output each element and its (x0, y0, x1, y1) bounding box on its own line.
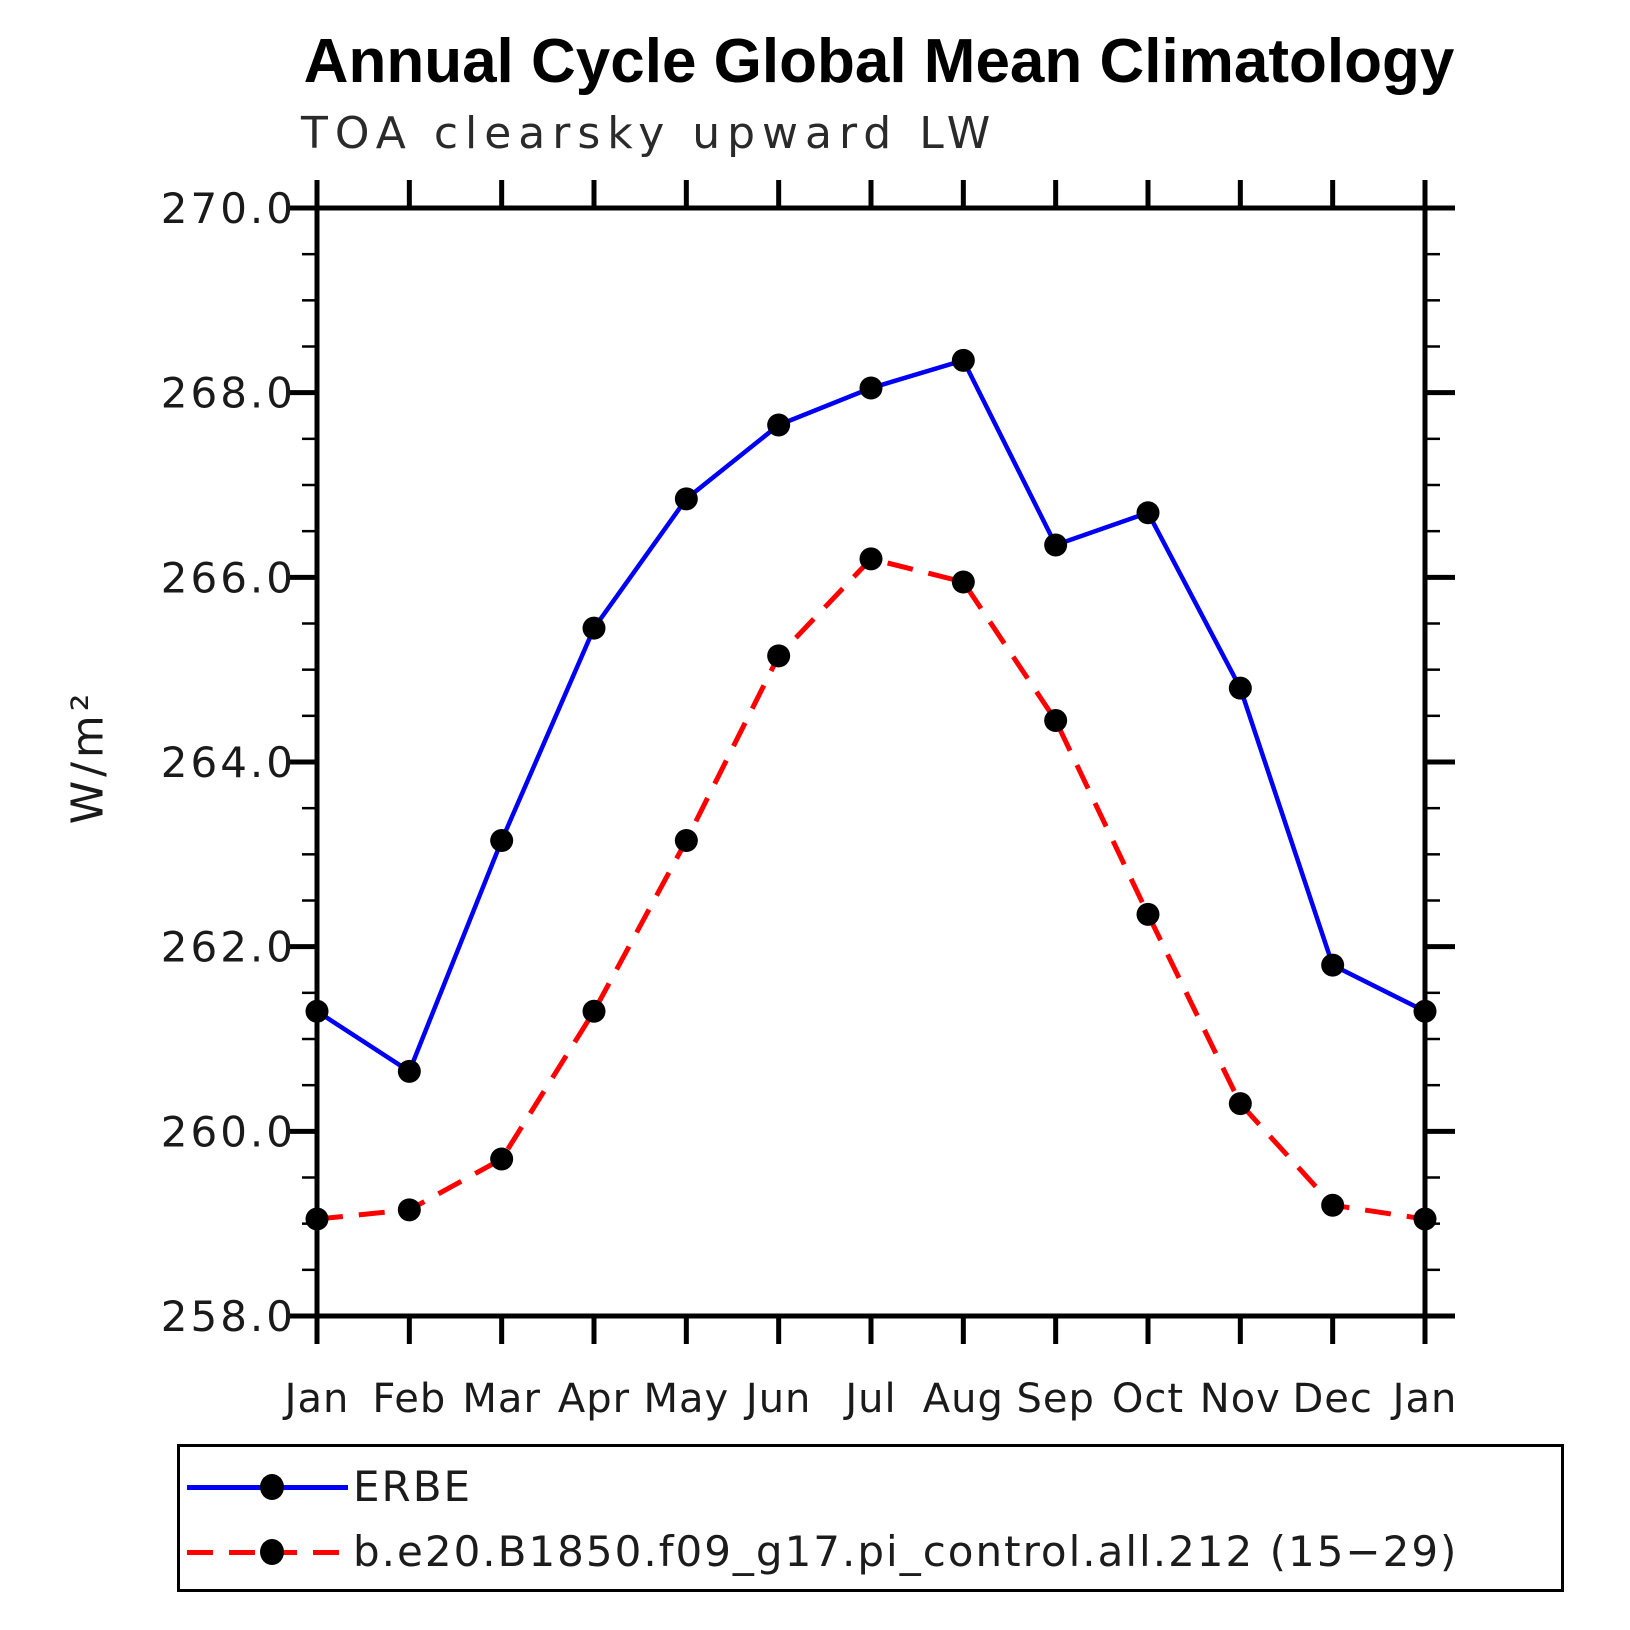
y-tick-label: 268.0 (161, 369, 296, 418)
x-tick-label: May (643, 1376, 729, 1422)
chart-title: Annual Cycle Global Mean Climatology (303, 27, 1455, 96)
model-marker (1228, 1092, 1252, 1116)
erbe-marker (859, 376, 883, 400)
model-marker (1413, 1207, 1437, 1231)
x-tick-label: Oct (1112, 1376, 1184, 1422)
legend-box: ERBE b.e20.B1850.f09_g17.pi_control.all.… (177, 1444, 1564, 1592)
erbe-marker (1228, 676, 1252, 700)
y-tick-label: 260.0 (161, 1107, 296, 1156)
erbe-marker (305, 999, 329, 1023)
y-tick-label: 266.0 (161, 553, 296, 602)
x-tick-label: Apr (558, 1376, 630, 1422)
x-tick-label: Mar (462, 1376, 540, 1422)
erbe-marker (674, 487, 698, 511)
legend-dot-model-icon (260, 1539, 284, 1565)
erbe-marker (1321, 953, 1345, 977)
model-marker (1321, 1193, 1345, 1217)
plot-frame (314, 205, 1428, 1319)
erbe-marker (1413, 999, 1437, 1023)
erbe-marker (1044, 533, 1068, 557)
model-marker (305, 1207, 329, 1231)
x-tick-label: Dec (1292, 1376, 1372, 1422)
model-marker (397, 1198, 421, 1222)
erbe-marker (767, 413, 791, 437)
model-marker (674, 828, 698, 852)
erbe-marker (1136, 501, 1160, 525)
legend-label-model: b.e20.B1850.f09_g17.pi_control.all.212 (… (353, 1527, 1459, 1576)
model-marker (951, 570, 975, 594)
model-marker (1044, 708, 1068, 732)
model-marker (767, 644, 791, 668)
erbe-marker (397, 1059, 421, 1083)
model-marker (1136, 902, 1160, 926)
y-tick-label: 262.0 (161, 923, 296, 972)
x-tick-label: Jun (743, 1376, 812, 1422)
x-tick-label: Jul (842, 1376, 896, 1422)
erbe-marker (582, 616, 606, 640)
model-marker (490, 1147, 514, 1171)
erbe-marker (490, 828, 514, 852)
legend-label-erbe: ERBE (353, 1462, 473, 1511)
x-tick-label: Feb (372, 1376, 446, 1422)
y-tick-label: 258.0 (161, 1292, 296, 1341)
x-tick-label: Aug (923, 1376, 1004, 1422)
model-marker (859, 547, 883, 571)
model-marker (582, 999, 606, 1023)
y-tick-label: 270.0 (161, 184, 296, 233)
erbe-line (315, 357, 1427, 1075)
legend-dot-erbe-icon (260, 1474, 284, 1500)
x-tick-label: Jan (1390, 1376, 1458, 1422)
x-tick-label: Jan (282, 1376, 350, 1422)
erbe-marker (951, 348, 975, 372)
chart-subtitle: TOA clearsky upward LW (301, 108, 998, 159)
y-tick-label: 264.0 (161, 738, 296, 787)
x-tick-label: Nov (1200, 1376, 1281, 1422)
x-tick-label: Sep (1016, 1376, 1094, 1422)
